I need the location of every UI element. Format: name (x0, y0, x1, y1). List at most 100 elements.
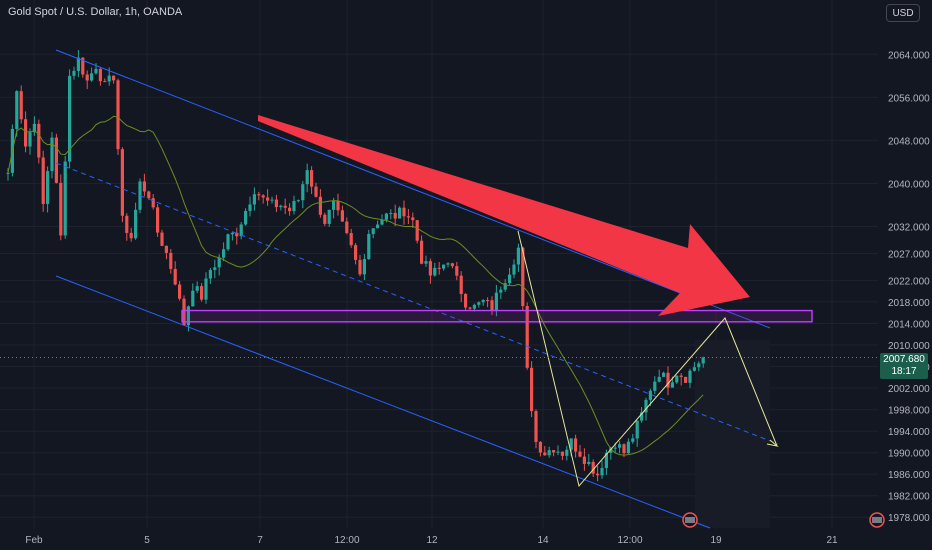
candle-body (239, 224, 243, 237)
last-price-value: 2007.680 (883, 354, 925, 365)
candle-body (230, 232, 234, 235)
candle-body (134, 209, 138, 239)
candle-body (54, 137, 58, 183)
x-tick-label: 14 (537, 535, 549, 546)
candle-body (28, 132, 32, 147)
currency-button[interactable]: USD (886, 4, 920, 22)
last-price-tag: 2007.680 18:17 (880, 353, 928, 379)
candle-body (147, 191, 151, 199)
candle-body (450, 263, 454, 267)
candle-body (393, 212, 397, 219)
x-tick-label: 21 (826, 535, 838, 546)
candle-body (252, 194, 256, 205)
x-tick-label: 19 (710, 535, 722, 546)
candle-body (516, 247, 520, 265)
y-tick-label: 1990.000 (888, 449, 930, 460)
candle-body (125, 215, 129, 233)
candle-body (204, 278, 208, 300)
candle-body (63, 161, 67, 236)
candle-body (679, 375, 683, 377)
candle-body (670, 382, 674, 388)
candle-body (358, 259, 362, 275)
candle-body (213, 267, 217, 270)
y-tick-label: 1978.000 (888, 513, 930, 524)
candle-body (332, 200, 336, 210)
y-tick-label: 2032.000 (888, 223, 930, 234)
candle-body (547, 450, 551, 456)
candle-body (538, 441, 542, 453)
candle-body (543, 452, 547, 456)
candle-body (164, 245, 168, 253)
candle-body (327, 209, 331, 224)
candle-body (477, 302, 481, 305)
candle-body (420, 240, 424, 264)
candle-body (68, 75, 72, 162)
candle-body (261, 195, 265, 198)
y-tick-label: 2056.000 (888, 93, 930, 104)
candle-body (288, 207, 292, 212)
candle-body (552, 450, 556, 453)
candle-body (446, 263, 450, 265)
candle-body (411, 217, 415, 221)
candle-body (508, 274, 512, 284)
candle-body (160, 232, 164, 246)
candle-body (389, 212, 393, 214)
candle-body (459, 275, 463, 294)
y-tick-label: 1986.000 (888, 470, 930, 481)
candle-body (222, 249, 226, 258)
candle-body (72, 70, 76, 76)
candle-body (41, 157, 45, 204)
candle-body (296, 200, 300, 202)
candle-body (618, 444, 622, 448)
y-tick-label: 1998.000 (888, 406, 930, 417)
candle-body (310, 170, 314, 187)
candle-body (648, 390, 652, 400)
y-tick-label: 2014.000 (888, 319, 930, 330)
candle-body (481, 300, 485, 303)
candle-body (406, 216, 410, 218)
candle-body (503, 283, 507, 290)
candle-body (428, 261, 432, 276)
candle-body (37, 123, 41, 158)
candle-body (582, 456, 586, 464)
candle-body (208, 269, 212, 279)
candle-body (151, 198, 155, 208)
channel-lower-line (55, 275, 711, 529)
candle-body (156, 207, 160, 233)
candle-body (173, 268, 177, 285)
candle-body (90, 73, 94, 81)
candle-body (657, 376, 661, 382)
candle-body (305, 170, 309, 185)
candle-body (525, 306, 529, 368)
y-tick-label: 2022.000 (888, 276, 930, 287)
y-tick-label: 2027.000 (888, 249, 930, 260)
y-tick-label: 1982.000 (888, 492, 930, 503)
candle-body (433, 267, 437, 276)
candle-body (226, 234, 230, 250)
candle-body (556, 451, 560, 453)
candle-body (486, 300, 490, 302)
candle-body (345, 221, 349, 234)
candle-body (697, 363, 701, 368)
candle-body (499, 289, 503, 293)
candle-body (235, 232, 239, 237)
candle-body (323, 214, 327, 224)
candle-body (701, 357, 705, 364)
candle-body (274, 199, 278, 208)
chart-title: Gold Spot / U.S. Dollar, 1h, OANDA (8, 6, 183, 18)
y-tick-label: 1994.000 (888, 427, 930, 438)
candle-body (367, 234, 371, 260)
candle-body (415, 220, 419, 241)
candle-body (301, 184, 305, 201)
candle-body (613, 447, 617, 449)
candle-body (437, 267, 441, 269)
candle-body (15, 91, 19, 129)
candle-body (112, 75, 116, 81)
x-tick-label: 12:00 (334, 535, 359, 546)
candle-body (98, 68, 102, 82)
candle-body (635, 420, 639, 439)
candle-body (85, 74, 89, 81)
candle-body (292, 201, 296, 212)
candle-body (398, 207, 402, 219)
